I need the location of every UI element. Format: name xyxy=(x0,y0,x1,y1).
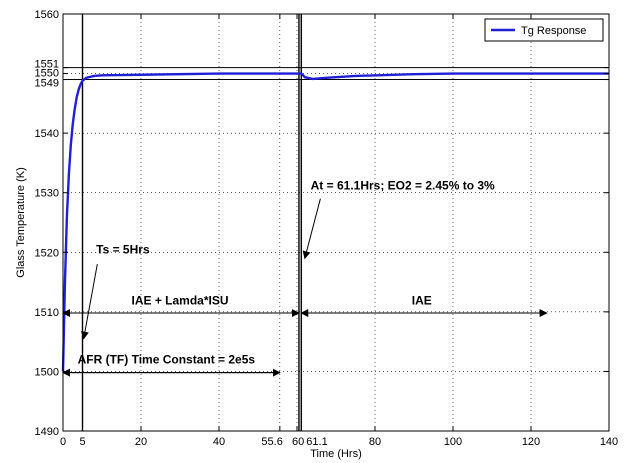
x-tick-label: 80 xyxy=(369,436,381,448)
x-tick-label: 61.1 xyxy=(306,436,327,448)
y-tick-label: 1530 xyxy=(35,188,59,200)
y-tick-label: 1510 xyxy=(35,307,59,319)
x-tick-label: 120 xyxy=(522,436,540,448)
annotation-afr: AFR (TF) Time Constant = 2e5s xyxy=(78,353,256,367)
y-tick-label: 1551 xyxy=(35,59,59,71)
y-tick-label: 1560 xyxy=(35,9,59,21)
y-tick-label: 1520 xyxy=(35,247,59,259)
x-tick-label: 5 xyxy=(79,436,85,448)
series-group xyxy=(61,72,609,372)
x-axis-label: Time (Hrs) xyxy=(310,448,362,460)
annotations: Ts = 5Hrs At = 61.1Hrs; EO2 = 2.45% to 3%… xyxy=(62,179,548,377)
axes: 0 5 20 40 55.6 60 61.1 80 100 120 140 1490 1500 1510 1… xyxy=(15,9,618,460)
x-tick-label: 0 xyxy=(60,436,66,448)
legend-box xyxy=(484,18,604,42)
x-tick-label: 20 xyxy=(135,436,147,448)
annotation-ts: Ts = 5Hrs xyxy=(96,242,150,256)
y-tick-label: 1490 xyxy=(35,426,59,438)
axes-frame xyxy=(62,13,610,432)
y-tick-label: 1540 xyxy=(35,128,59,140)
annotation-at: At = 61.1Hrs; EO2 = 2.45% to 3% xyxy=(311,179,495,193)
x-tick-label: 100 xyxy=(444,436,462,448)
y-tick-label: 1549 xyxy=(35,78,59,90)
legend-label-tg-response: Tg Response xyxy=(521,25,586,37)
y-tick-label: 1550 xyxy=(35,68,59,80)
x-tick-label: 140 xyxy=(600,436,618,448)
pointer-arrow-ts xyxy=(80,264,98,340)
plot-background xyxy=(63,14,609,431)
x-tick-label: 55.6 xyxy=(261,436,282,448)
pointer-arrow-at xyxy=(302,198,321,260)
series-line-tg-response xyxy=(61,72,609,372)
x-tick-label: 40 xyxy=(213,436,225,448)
plot-area xyxy=(63,14,609,431)
x-tick-label: 60 xyxy=(292,436,304,448)
y-tick-label: 1500 xyxy=(35,366,59,378)
annotation-iae_isu: IAE + Lamda*ISU xyxy=(131,294,228,308)
y-axis-label: Glass Temperature (K) xyxy=(15,167,27,277)
reference-lines xyxy=(63,14,609,431)
annotation-iae: IAE xyxy=(412,294,432,308)
legend: Tg Response xyxy=(484,18,604,42)
